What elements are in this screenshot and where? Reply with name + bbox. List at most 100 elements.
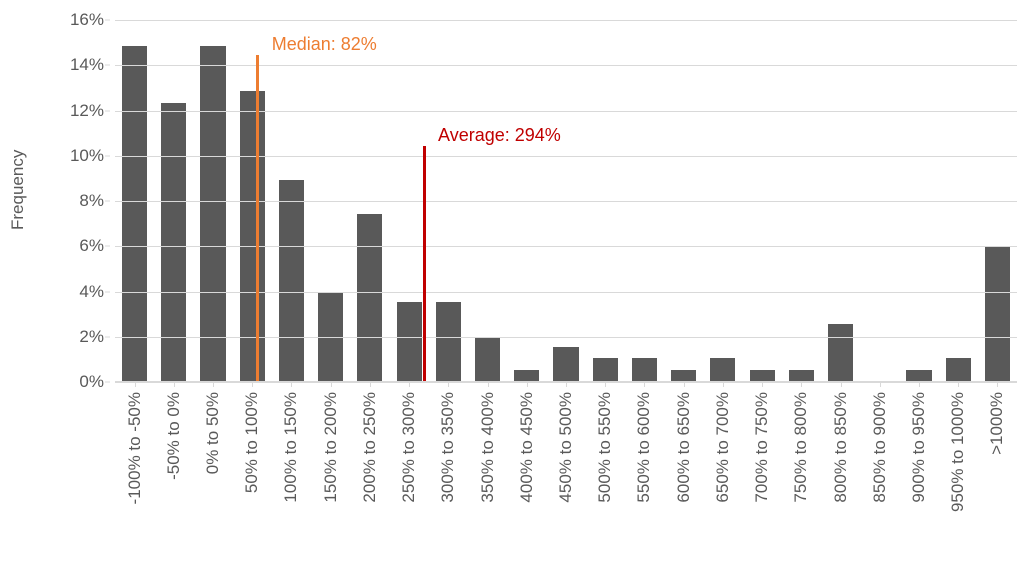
gridline [115, 292, 1017, 293]
x-tick-label: 500% to 550% [595, 392, 615, 503]
x-tick-mark [958, 382, 959, 387]
x-tick-mark [291, 382, 292, 387]
x-tick-label: 700% to 750% [752, 392, 772, 503]
average-line-label: Average: 294% [438, 125, 561, 146]
x-tick-mark [174, 382, 175, 387]
x-tick-label: 900% to 950% [909, 392, 929, 503]
x-tick-mark [135, 382, 136, 387]
x-tick-mark [488, 382, 489, 387]
bar [789, 370, 814, 381]
x-tick-mark [605, 382, 606, 387]
bar [553, 347, 578, 381]
bar [200, 46, 225, 381]
bar [514, 370, 539, 381]
x-tick-mark [370, 382, 371, 387]
y-tick-mark [105, 65, 110, 66]
bar [828, 324, 853, 381]
y-tick-label: 8% [79, 191, 104, 211]
gridline [115, 246, 1017, 247]
y-tick-mark [105, 246, 110, 247]
x-tick-label: 450% to 500% [556, 392, 576, 503]
x-tick-mark [919, 382, 920, 387]
y-tick-mark [105, 201, 110, 202]
x-tick-label: 150% to 200% [321, 392, 341, 503]
x-tick-label: 300% to 350% [438, 392, 458, 503]
bar [475, 337, 500, 381]
x-tick-mark [841, 382, 842, 387]
y-tick-mark [105, 20, 110, 21]
y-tick-mark [105, 336, 110, 337]
x-tick-label: 600% to 650% [674, 392, 694, 503]
bar [946, 358, 971, 381]
x-tick-mark [409, 382, 410, 387]
gridline [115, 111, 1017, 112]
bar [357, 214, 382, 381]
x-tick-label: 350% to 400% [478, 392, 498, 503]
x-tick-label: 100% to 150% [281, 392, 301, 503]
x-tick-mark [644, 382, 645, 387]
histogram-chart: Frequency 0% 2% 4% 6% 8% 10% 12% 14% 16% Median:… [0, 0, 1036, 578]
y-tick-label: 12% [70, 101, 104, 121]
x-tick-mark [213, 382, 214, 387]
x-tick-label: -50% to 0% [164, 392, 184, 480]
plot-area: Median: 82% Average: 294% [115, 20, 1017, 382]
bar [985, 246, 1010, 381]
x-tick-label: 200% to 250% [360, 392, 380, 503]
x-tick-mark [684, 382, 685, 387]
y-tick-mark [105, 110, 110, 111]
y-tick-label: 14% [70, 55, 104, 75]
median-line [256, 55, 259, 381]
y-tick-mark [105, 382, 110, 383]
x-tick-label: 550% to 600% [634, 392, 654, 503]
y-tick-label: 16% [70, 10, 104, 30]
x-tick-label: 400% to 450% [517, 392, 537, 503]
x-axis-ticks: -100% to -50% -50% to 0% 0% to 50% 50% to 1… [115, 382, 1017, 578]
x-tick-label: 800% to 850% [831, 392, 851, 503]
x-tick-mark [801, 382, 802, 387]
y-axis-label: Frequency [8, 150, 28, 230]
bar [632, 358, 657, 381]
bar [122, 46, 147, 381]
bar [279, 180, 304, 381]
bar [710, 358, 735, 381]
bar [397, 302, 422, 381]
x-tick-mark [527, 382, 528, 387]
x-tick-label: >1000% [987, 392, 1007, 455]
x-tick-label: 0% to 50% [203, 392, 223, 474]
x-tick-label: 250% to 300% [399, 392, 419, 503]
gridline [115, 201, 1017, 202]
median-line-label: Median: 82% [272, 34, 377, 55]
x-tick-mark [762, 382, 763, 387]
x-tick-mark [252, 382, 253, 387]
x-tick-mark [448, 382, 449, 387]
bar [161, 103, 186, 381]
y-tick-label: 10% [70, 146, 104, 166]
gridline [115, 65, 1017, 66]
x-tick-label: 850% to 900% [870, 392, 890, 503]
x-tick-mark [331, 382, 332, 387]
x-tick-label: -100% to -50% [125, 392, 145, 504]
bar [906, 370, 931, 381]
y-tick-label: 0% [79, 372, 104, 392]
y-tick-label: 2% [79, 327, 104, 347]
y-tick-label: 4% [79, 282, 104, 302]
y-tick-mark [105, 155, 110, 156]
x-tick-mark [566, 382, 567, 387]
x-tick-label: 50% to 100% [242, 392, 262, 493]
average-line [423, 146, 426, 381]
bar [750, 370, 775, 381]
x-tick-label: 650% to 700% [713, 392, 733, 503]
bar [436, 302, 461, 381]
x-tick-mark [880, 382, 881, 387]
y-axis-ticks: 0%2%4%6%8%10%12%14%16% [50, 20, 110, 382]
y-tick-label: 6% [79, 236, 104, 256]
gridline [115, 337, 1017, 338]
bar [593, 358, 618, 381]
x-tick-label: 950% to 1000% [948, 392, 968, 512]
gridline [115, 156, 1017, 157]
bar [671, 370, 696, 381]
gridline [115, 20, 1017, 21]
x-tick-label: 750% to 800% [791, 392, 811, 503]
x-tick-mark [723, 382, 724, 387]
x-tick-mark [997, 382, 998, 387]
